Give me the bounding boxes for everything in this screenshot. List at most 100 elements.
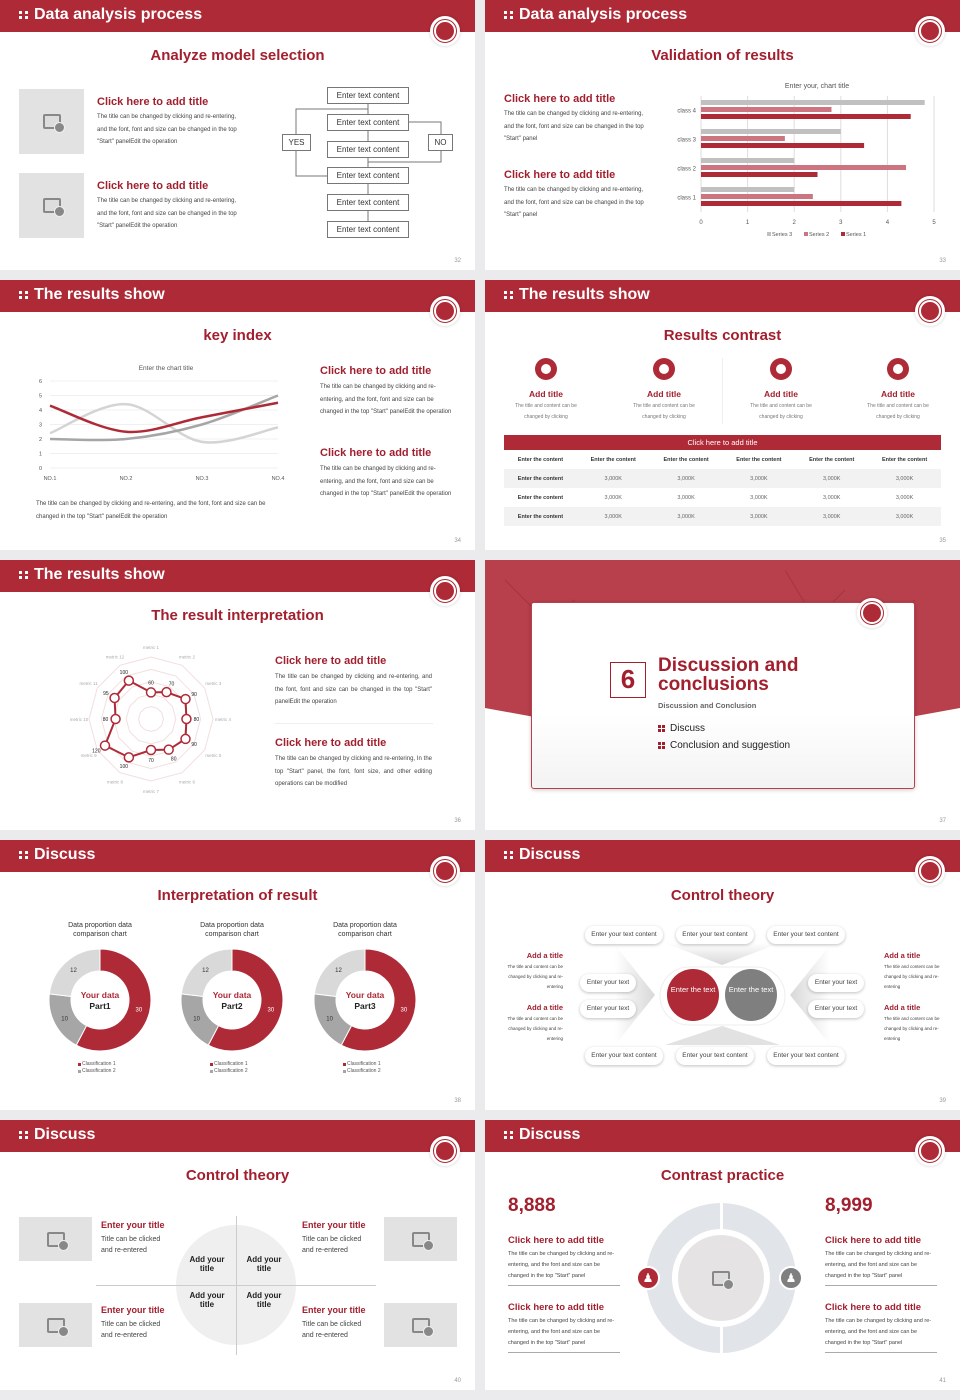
slide-header: Discuss — [0, 1120, 475, 1152]
header-title: Data analysis process — [34, 6, 203, 23]
item-title[interactable]: Click here to add title — [320, 447, 432, 459]
item-title[interactable]: Enter your title — [101, 1220, 165, 1230]
item-title[interactable]: Click here to add title — [97, 180, 209, 192]
header-title: Data analysis process — [519, 6, 688, 23]
item-title[interactable]: Click here to add title — [275, 737, 387, 749]
item-title[interactable]: Click here to add title — [508, 1235, 605, 1246]
flow-no-box[interactable]: NO — [428, 134, 453, 151]
text-pill[interactable]: Enter your text content — [676, 1047, 754, 1065]
slide-36[interactable]: The results show The result interpretati… — [0, 560, 475, 830]
card-title[interactable]: Add title — [529, 389, 563, 399]
bullet-icon — [658, 742, 665, 749]
slide-41[interactable]: Discuss Contrast practice ♟ ♟ 8,888 8,99… — [485, 1120, 960, 1390]
item-title[interactable]: Click here to add title — [320, 365, 432, 377]
table-cell: 3,000K — [677, 494, 695, 501]
item-title[interactable]: Click here to add title — [275, 655, 387, 667]
item-title[interactable]: Enter your title — [101, 1305, 165, 1315]
item-title[interactable]: Click here to add title — [97, 96, 209, 108]
flow-box[interactable]: Enter text content — [327, 141, 409, 158]
image-placeholder[interactable] — [19, 1303, 92, 1347]
slide-32[interactable]: Data analysis process Analyze model sele… — [0, 0, 475, 270]
text-pill[interactable]: Enter your text — [580, 974, 636, 992]
item-title[interactable]: Click here to add title — [504, 93, 616, 105]
slide-33[interactable]: Data analysis process Validation of resu… — [485, 0, 960, 270]
donut-center-label: Part2 — [221, 1001, 243, 1011]
image-placeholder[interactable] — [678, 1235, 764, 1321]
flow-box[interactable]: Enter text content — [327, 194, 409, 211]
y-tick-label: 3 — [39, 423, 42, 429]
table-row[interactable]: Enter the content 3,000K 3,000K 3,000K 3,000… — [504, 507, 941, 526]
text-pill[interactable]: Enter your text content — [767, 926, 845, 944]
image-placeholder[interactable] — [19, 1217, 92, 1261]
card-title[interactable]: Add title — [764, 389, 798, 399]
image-placeholder[interactable] — [19, 89, 84, 154]
flow-box[interactable]: Enter text content — [327, 221, 409, 238]
image-placeholder[interactable] — [384, 1303, 457, 1347]
legend-swatch — [210, 1062, 213, 1066]
quadrant-title[interactable]: Add your title — [189, 1291, 225, 1309]
x-tick-label: NO.4 — [272, 476, 285, 482]
bullet-item[interactable]: Conclusion and suggestion — [658, 740, 790, 751]
item-body: The title can be changed by clicking and… — [504, 187, 644, 218]
text-pill[interactable]: Enter your text content — [767, 1047, 845, 1065]
image-placeholder[interactable] — [19, 173, 84, 238]
item-title[interactable]: Enter your title — [302, 1305, 366, 1315]
center-circle-red[interactable]: Enter the text — [667, 969, 719, 1021]
image-add-icon — [411, 1231, 434, 1251]
table-row[interactable]: Enter the content 3,000K 3,000K 3,000K 3,000… — [504, 488, 941, 507]
flow-box[interactable]: Enter text content — [327, 167, 409, 184]
text-pill[interactable]: Enter your text — [808, 1000, 864, 1018]
slide-34[interactable]: The results show key index Enter the cha… — [0, 280, 475, 550]
item-title[interactable]: Click here to add title — [504, 169, 616, 181]
text-pill[interactable]: Enter your text content — [585, 926, 663, 944]
flow-box[interactable]: Enter text content — [327, 114, 409, 131]
flow-yes-box[interactable]: YES — [282, 134, 311, 151]
data-label: 30 — [135, 1008, 142, 1014]
slide-37[interactable]: 6 Discussion and conclusions Discussion … — [485, 560, 960, 830]
y-tick-label: 2 — [39, 437, 42, 443]
university-seal-logo — [430, 16, 460, 46]
grip-dots-icon — [504, 1131, 514, 1139]
table-cell: 3,000K — [604, 494, 622, 501]
slide-35[interactable]: The results show Results contrast Add ti… — [485, 280, 960, 550]
quadrant-title[interactable]: Add your title — [246, 1255, 282, 1273]
x-tick-label: NO.3 — [196, 476, 209, 482]
bar — [701, 129, 841, 134]
university-seal-logo — [430, 296, 460, 326]
grip-dots-icon — [504, 11, 514, 19]
flow-box[interactable]: Enter text content — [327, 87, 409, 104]
item-title[interactable]: Click here to add title — [508, 1302, 605, 1313]
slide-38[interactable]: Discuss Interpretation of result Data pr… — [0, 840, 475, 1110]
note-title[interactable]: Add a title — [884, 951, 921, 960]
text-pill[interactable]: Enter your text content — [585, 1047, 663, 1065]
quadrant-title[interactable]: Add your title — [189, 1255, 225, 1273]
item-title[interactable]: Enter your title — [302, 1220, 366, 1230]
chart-title: Enter your, chart title — [785, 83, 849, 90]
text-pill[interactable]: Enter your text — [808, 974, 864, 992]
slide-40[interactable]: Discuss Control theory Enter your title … — [0, 1120, 475, 1390]
center-circle-gray[interactable]: Enter the text — [725, 969, 777, 1021]
note-title[interactable]: Add a title — [526, 1003, 563, 1012]
data-point — [181, 713, 192, 725]
legend-swatch — [841, 232, 845, 236]
table-row[interactable]: Enter the content 3,000K 3,000K 3,000K 3,000… — [504, 469, 941, 488]
column-header: Enter the content — [881, 456, 928, 463]
note-title[interactable]: Add a title — [526, 951, 563, 960]
card-title[interactable]: Add title — [647, 389, 681, 399]
text-pill[interactable]: Enter your text — [580, 1000, 636, 1018]
x-tick-label: NO.2 — [120, 476, 133, 482]
item-title[interactable]: Click here to add title — [825, 1235, 922, 1246]
quadrant-title[interactable]: Add your title — [246, 1291, 282, 1309]
x-tick-label: 4 — [886, 220, 890, 226]
legend-swatch — [343, 1062, 346, 1066]
item-title[interactable]: Click here to add title — [825, 1302, 922, 1313]
note-title[interactable]: Add a title — [884, 1003, 921, 1012]
table-caption-bar[interactable]: Click here to add title — [504, 435, 941, 450]
bullet-item[interactable]: Discuss — [658, 723, 705, 734]
image-placeholder[interactable] — [384, 1217, 457, 1261]
card-title[interactable]: Add title — [881, 389, 915, 399]
legend-swatch — [804, 232, 808, 236]
legend-item: Classification 1 — [343, 1061, 381, 1067]
slide-39[interactable]: Discuss Control theory Enter the text En… — [485, 840, 960, 1110]
text-pill[interactable]: Enter your text content — [676, 926, 754, 944]
